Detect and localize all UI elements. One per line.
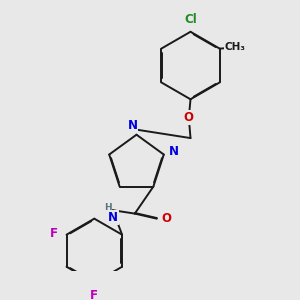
Text: F: F <box>50 226 58 239</box>
Text: O: O <box>162 212 172 225</box>
Text: N: N <box>108 211 118 224</box>
Text: Cl: Cl <box>184 14 197 26</box>
Text: H: H <box>104 203 112 212</box>
Text: O: O <box>184 111 194 124</box>
Text: CH₃: CH₃ <box>224 42 245 52</box>
Text: N: N <box>169 145 179 158</box>
Text: F: F <box>90 289 98 300</box>
Text: N: N <box>128 119 137 132</box>
